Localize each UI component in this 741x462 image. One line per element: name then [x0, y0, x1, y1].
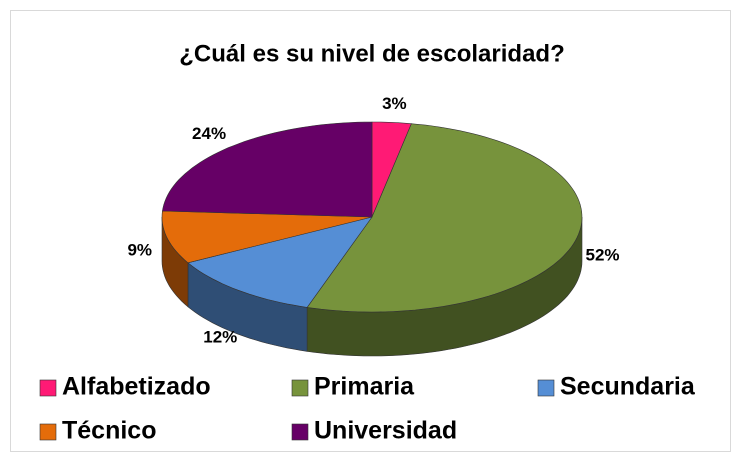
legend-label: Universidad: [314, 417, 457, 445]
slice: [187, 216, 373, 308]
legend-label: Secundaria: [560, 373, 696, 401]
data-label: 24%: [192, 124, 226, 143]
slice: [161, 210, 373, 264]
data-label: 52%: [586, 246, 620, 265]
slice: [162, 121, 373, 218]
data-label: 9%: [127, 241, 152, 260]
legend-swatch: [291, 423, 309, 441]
legend-swatch: [291, 379, 309, 397]
data-label: 3%: [382, 94, 407, 113]
legend-swatch: [39, 379, 57, 397]
legend-label: Técnico: [62, 417, 156, 445]
legend-swatch: [39, 423, 57, 441]
legend-swatch: [537, 379, 555, 397]
slice: [306, 123, 583, 313]
legend-label: Primaria: [314, 373, 415, 401]
legend-label: Alfabetizado: [62, 373, 211, 401]
chart-title: ¿Cuál es su nivel de escolaridad?: [179, 40, 564, 67]
data-label: 12%: [203, 327, 237, 346]
